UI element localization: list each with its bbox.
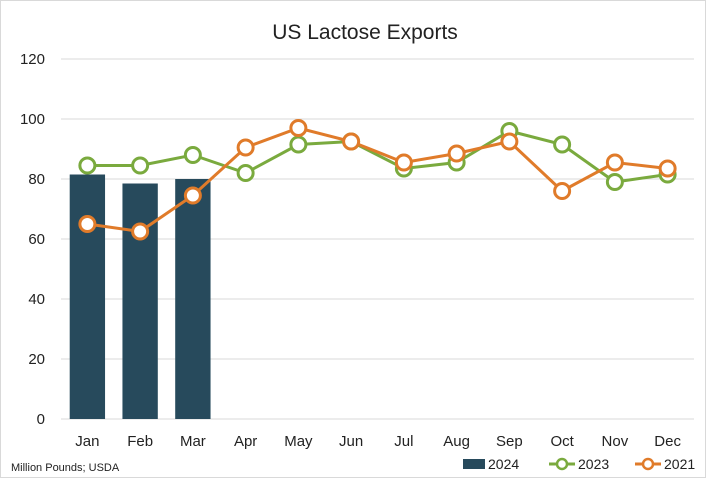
legend-label-2021: 2021 (664, 456, 695, 472)
bars-2024 (69, 174, 211, 419)
bar-2024-feb (122, 183, 158, 419)
point-2023-feb (131, 156, 150, 175)
legend: 2024 2023 2021 (463, 456, 695, 472)
point-2021-mar (183, 186, 202, 205)
y-tick-label: 80 (28, 171, 45, 188)
lines (78, 119, 677, 241)
point-2023-mar (183, 146, 202, 164)
x-tick-label: Jun (339, 433, 363, 450)
bar-2024-mar (175, 179, 211, 419)
x-tick-label: May (284, 433, 313, 450)
point-2021-sep (500, 132, 519, 151)
x-tick-label: Nov (602, 433, 629, 450)
legend-marker-2023 (555, 457, 569, 471)
y-tick-label: 100 (20, 111, 45, 128)
point-2021-jan (78, 215, 97, 233)
x-axis-ticks: Jan Feb Mar Apr May Jun Jul Aug Sep Oct Nov Dec (75, 433, 681, 450)
y-tick-label: 40 (28, 291, 45, 308)
y-tick-label: 60 (28, 231, 45, 248)
point-2023-apr (236, 164, 255, 182)
x-tick-label: Apr (234, 433, 257, 450)
point-2021-may (289, 119, 308, 137)
point-2023-jan (78, 156, 97, 175)
x-tick-label: Feb (127, 433, 153, 450)
legend-marker-2021 (641, 457, 655, 471)
y-tick-label: 120 (20, 51, 45, 68)
line-2021 (87, 126, 668, 234)
chart-title: US Lactose Exports (272, 21, 458, 44)
bar-2024-jan (69, 174, 106, 419)
x-tick-label: Mar (180, 433, 206, 450)
x-tick-label: Jul (394, 433, 413, 450)
point-2021-apr (236, 138, 255, 157)
point-2021-feb (131, 222, 150, 241)
point-2023-oct (553, 135, 572, 154)
legend-label-2023: 2023 (578, 456, 609, 472)
point-2021-oct (553, 182, 572, 200)
x-tick-label: Aug (443, 433, 470, 450)
y-tick-label: 20 (28, 351, 45, 368)
x-tick-label: Dec (654, 433, 681, 450)
point-2021-dec (658, 159, 677, 178)
y-axis-ticks: 0 20 40 60 80 100 120 (20, 51, 45, 428)
point-2023-may (289, 135, 308, 154)
point-2021-jun (342, 132, 361, 151)
legend-label-2024: 2024 (488, 456, 519, 472)
x-tick-label: Oct (550, 433, 574, 450)
point-2021-jul (394, 153, 413, 172)
legend-swatch-2024 (463, 459, 485, 469)
gridlines (61, 58, 694, 420)
point-2023-nov (605, 173, 624, 191)
footnote: Million Pounds; USDA (11, 462, 120, 474)
x-tick-label: Jan (75, 433, 99, 450)
y-tick-label: 0 (37, 411, 45, 428)
x-tick-label: Sep (496, 433, 523, 450)
line-2023 (87, 129, 668, 184)
point-2021-nov (605, 153, 624, 172)
point-2021-aug (447, 144, 466, 163)
